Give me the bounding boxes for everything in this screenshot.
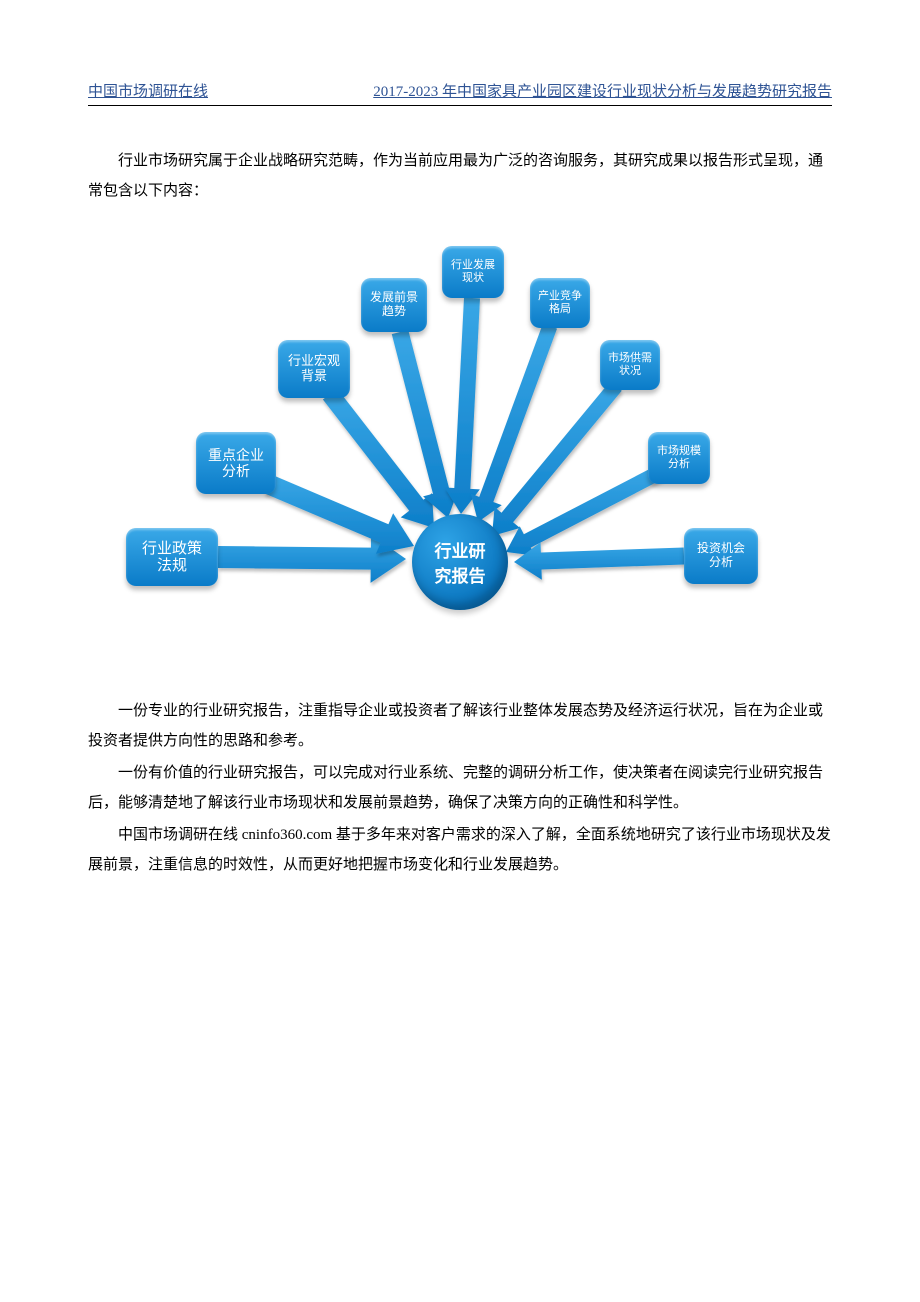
- diagram-node-n9: 投资机会分析: [684, 528, 758, 584]
- diagram-arrow: [218, 534, 406, 582]
- diagram-node-n1: 行业政策法规: [126, 528, 218, 586]
- header-site: 中国市场调研在线: [88, 80, 208, 101]
- diagram-arrow: [264, 475, 414, 554]
- intro-paragraph: 行业市场研究属于企业战略研究范畴，作为当前应用最为广泛的咨询服务，其研究成果以报…: [88, 146, 832, 206]
- diagram-node-n4: 发展前景趋势: [361, 278, 427, 332]
- body-paragraph: 一份有价值的行业研究报告，可以完成对行业系统、完整的调研分析工作，使决策者在阅读…: [88, 758, 832, 818]
- page-header: 中国市场调研在线 2017-2023 年中国家具产业园区建设行业现状分析与发展趋…: [88, 80, 832, 106]
- body-paragraph: 一份专业的行业研究报告，注重指导企业或投资者了解该行业整体发展态势及经济运行状况…: [88, 696, 832, 756]
- bottom-paragraphs: 一份专业的行业研究报告，注重指导企业或投资者了解该行业整体发展态势及经济运行状况…: [88, 696, 832, 880]
- diagram-arrow: [392, 330, 460, 518]
- diagram-arrow: [514, 542, 684, 579]
- diagram-arrow: [323, 388, 434, 528]
- diagram-arrow: [506, 465, 663, 555]
- diagram-center: 行业研究报告: [412, 514, 508, 610]
- diagram-node-n7: 市场供需状况: [600, 340, 660, 390]
- diagram-arrow: [471, 323, 557, 522]
- header-title: 2017-2023 年中国家具产业园区建设行业现状分析与发展趋势研究报告: [373, 80, 832, 101]
- diagram-node-n6: 产业竞争格局: [530, 278, 590, 328]
- diagram-arrow: [492, 381, 622, 536]
- diagram-node-n2: 重点企业分析: [196, 432, 276, 494]
- diagram-node-n8: 市场规模分析: [648, 432, 710, 484]
- radial-diagram: 行业研究报告 行业政策法规 重点企业分析行业宏观背景发展前景趋势行业发展现状产业竞争…: [88, 236, 832, 656]
- diagram-node-n3: 行业宏观背景: [278, 340, 350, 398]
- body-paragraph: 中国市场调研在线 cninfo360.com 基于多年来对客户需求的深入了解，全…: [88, 820, 832, 880]
- diagram-arrow: [445, 298, 480, 514]
- diagram-node-n5: 行业发展现状: [442, 246, 504, 298]
